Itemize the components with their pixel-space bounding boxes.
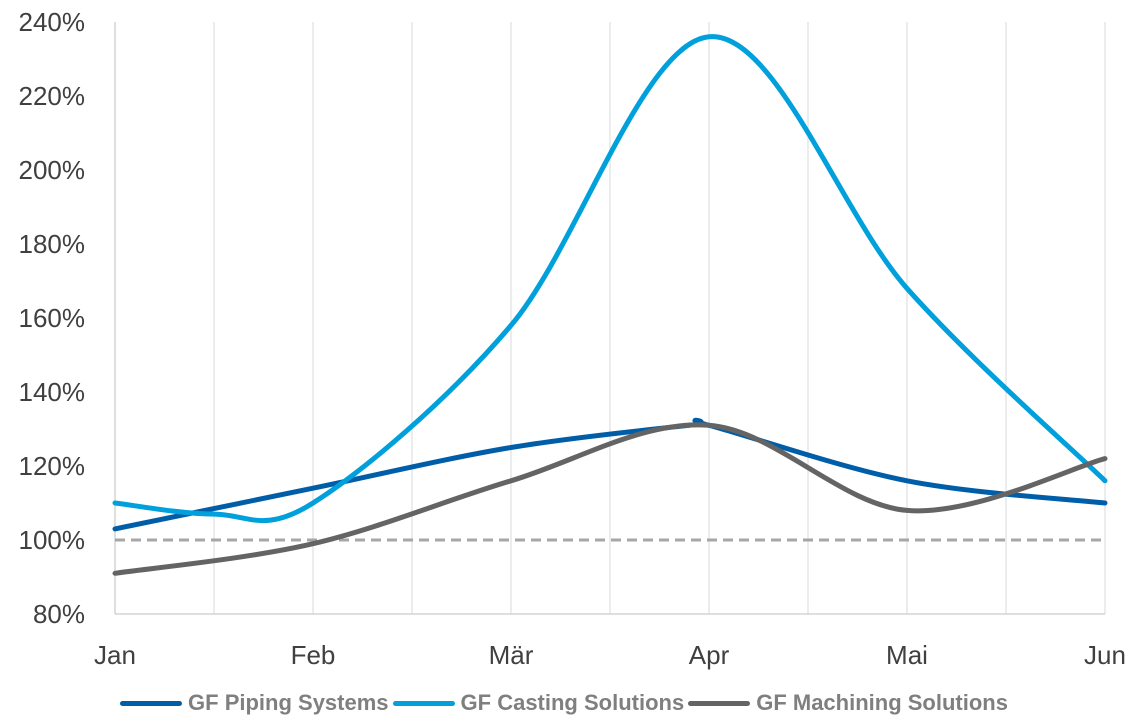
y-tick-label: 140% <box>19 377 86 407</box>
y-tick-label: 240% <box>19 7 86 37</box>
legend-label-casting: GF Casting Solutions <box>460 690 685 715</box>
y-tick-label: 180% <box>19 229 86 259</box>
legend-label-piping: GF Piping Systems <box>188 690 389 715</box>
legend-item-piping: GF Piping Systems <box>120 690 389 716</box>
legend-item-casting: GF Casting Solutions <box>392 690 685 716</box>
y-tick-label: 160% <box>19 303 86 333</box>
x-tick-label: Feb <box>291 640 336 670</box>
legend: GF Piping Systems GF Casting Solutions G… <box>0 686 1132 720</box>
line-chart: 80% 100% 120% 140% 160% 180% 200% 220% 240% Jan F… <box>19 7 1126 670</box>
y-tick-label: 220% <box>19 81 86 111</box>
series-lines <box>112 34 1108 576</box>
legend-swatch-piping <box>120 700 183 706</box>
grid-lines <box>114 22 1106 615</box>
y-tick-label: 100% <box>19 525 86 555</box>
series-line-machining-solutions <box>112 422 1108 576</box>
legend-swatch-machining <box>688 700 751 706</box>
legend-label-machining: GF Machining Solutions <box>756 690 1008 715</box>
x-tick-label: Mär <box>489 640 534 670</box>
y-axis: 80% 100% 120% 140% 160% 180% 200% 220% 240% <box>19 7 86 629</box>
legend-swatch-casting <box>392 700 455 706</box>
x-tick-label: Jan <box>94 640 136 670</box>
legend-item-machining: GF Machining Solutions <box>688 690 1008 716</box>
x-axis: Jan Feb Mär Apr Mai Jun <box>94 640 1126 670</box>
y-tick-label: 120% <box>19 451 86 481</box>
series-line-casting-solutions <box>112 34 1108 524</box>
y-tick-label: 200% <box>19 155 86 185</box>
x-tick-label: Mai <box>886 640 928 670</box>
x-tick-label: Jun <box>1084 640 1126 670</box>
y-tick-label: 80% <box>33 599 85 629</box>
x-tick-label: Apr <box>689 640 730 670</box>
